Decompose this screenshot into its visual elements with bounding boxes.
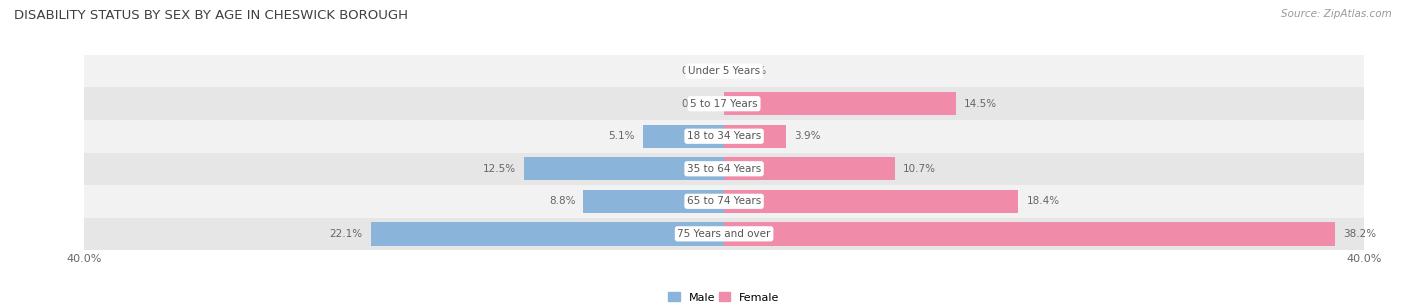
Bar	[643, 124, 724, 148]
Text: 22.1%: 22.1%	[329, 229, 363, 239]
Text: 75 Years and over: 75 Years and over	[678, 229, 770, 239]
Bar	[84, 120, 1364, 152]
Text: 14.5%: 14.5%	[965, 99, 997, 109]
Text: 65 to 74 Years: 65 to 74 Years	[688, 196, 761, 206]
Text: 38.2%: 38.2%	[1343, 229, 1376, 239]
Bar	[724, 124, 786, 148]
Bar	[84, 217, 1364, 250]
Text: 18 to 34 Years: 18 to 34 Years	[688, 131, 761, 141]
Text: 5 to 17 Years: 5 to 17 Years	[690, 99, 758, 109]
Legend: Male, Female: Male, Female	[664, 288, 785, 305]
Bar	[583, 190, 724, 213]
Text: 0.0%: 0.0%	[682, 66, 709, 76]
Text: 35 to 64 Years: 35 to 64 Years	[688, 164, 761, 174]
Bar	[724, 92, 956, 115]
Text: DISABILITY STATUS BY SEX BY AGE IN CHESWICK BOROUGH: DISABILITY STATUS BY SEX BY AGE IN CHESW…	[14, 9, 408, 22]
Text: 8.8%: 8.8%	[548, 196, 575, 206]
Bar	[84, 88, 1364, 120]
Bar	[371, 222, 724, 246]
Bar	[524, 157, 724, 181]
Text: Source: ZipAtlas.com: Source: ZipAtlas.com	[1281, 9, 1392, 19]
Text: 10.7%: 10.7%	[903, 164, 936, 174]
Text: 18.4%: 18.4%	[1026, 196, 1060, 206]
Bar	[84, 55, 1364, 88]
Text: 0.0%: 0.0%	[682, 99, 709, 109]
Bar	[724, 222, 1336, 246]
Bar	[724, 157, 896, 181]
Bar	[84, 152, 1364, 185]
Text: 5.1%: 5.1%	[607, 131, 634, 141]
Text: 0.0%: 0.0%	[740, 66, 766, 76]
Bar	[724, 190, 1018, 213]
Text: Under 5 Years: Under 5 Years	[688, 66, 761, 76]
Bar	[84, 185, 1364, 217]
Text: 3.9%: 3.9%	[794, 131, 821, 141]
Text: 12.5%: 12.5%	[484, 164, 516, 174]
